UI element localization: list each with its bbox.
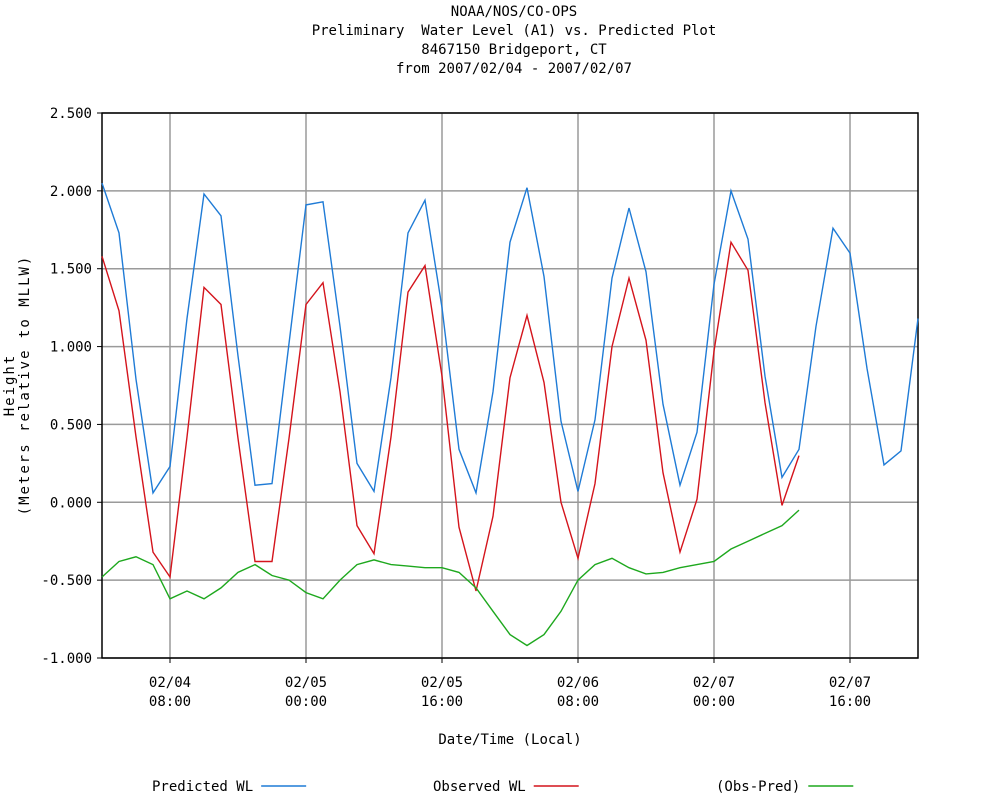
legend-label: (Obs-Pred): [716, 779, 800, 795]
y-tick-label: 1.500: [50, 262, 92, 278]
legend-label: Observed WL: [433, 779, 526, 795]
legend-item: Predicted WL: [152, 779, 307, 795]
x-tick-label: 02/07 16:00: [829, 675, 871, 710]
x-axis-label: Date/Time (Local): [438, 732, 581, 748]
series-line: [101, 240, 800, 592]
chart-title: from 2007/02/04 - 2007/02/07: [396, 61, 632, 77]
legend-item: (Obs-Pred): [716, 779, 854, 795]
x-tick-label: 02/06 08:00: [557, 675, 599, 710]
y-axis-label: Height: [2, 354, 18, 417]
legend-item: Observed WL: [433, 779, 579, 795]
y-tick-label: 1.000: [50, 340, 92, 356]
y-tick-label: -1.000: [41, 651, 92, 667]
chart-title: 8467150 Bridgeport, CT: [421, 42, 607, 58]
x-tick-label: 02/04 08:00: [149, 675, 191, 710]
plot-frame: [101, 112, 919, 659]
x-tick-label: 02/05 16:00: [421, 675, 463, 710]
chart-title: Preliminary Water Level (A1) vs. Predict…: [312, 23, 717, 39]
series-line: [101, 182, 919, 496]
y-tick-label: 0.000: [50, 495, 92, 511]
x-tick-label: 02/07 00:00: [693, 675, 735, 710]
y-tick-label: -0.500: [41, 573, 92, 589]
series-line: [101, 509, 800, 647]
y-tick-label: 0.500: [50, 417, 92, 433]
y-tick-label: 2.000: [50, 184, 92, 200]
legend-label: Predicted WL: [152, 779, 253, 795]
x-tick-label: 02/05 00:00: [285, 675, 327, 710]
chart-title: NOAA/NOS/CO-OPS: [451, 4, 577, 20]
y-axis-label: (Meters relative to MLLW): [17, 255, 33, 516]
y-tick-label: 2.500: [50, 106, 92, 122]
